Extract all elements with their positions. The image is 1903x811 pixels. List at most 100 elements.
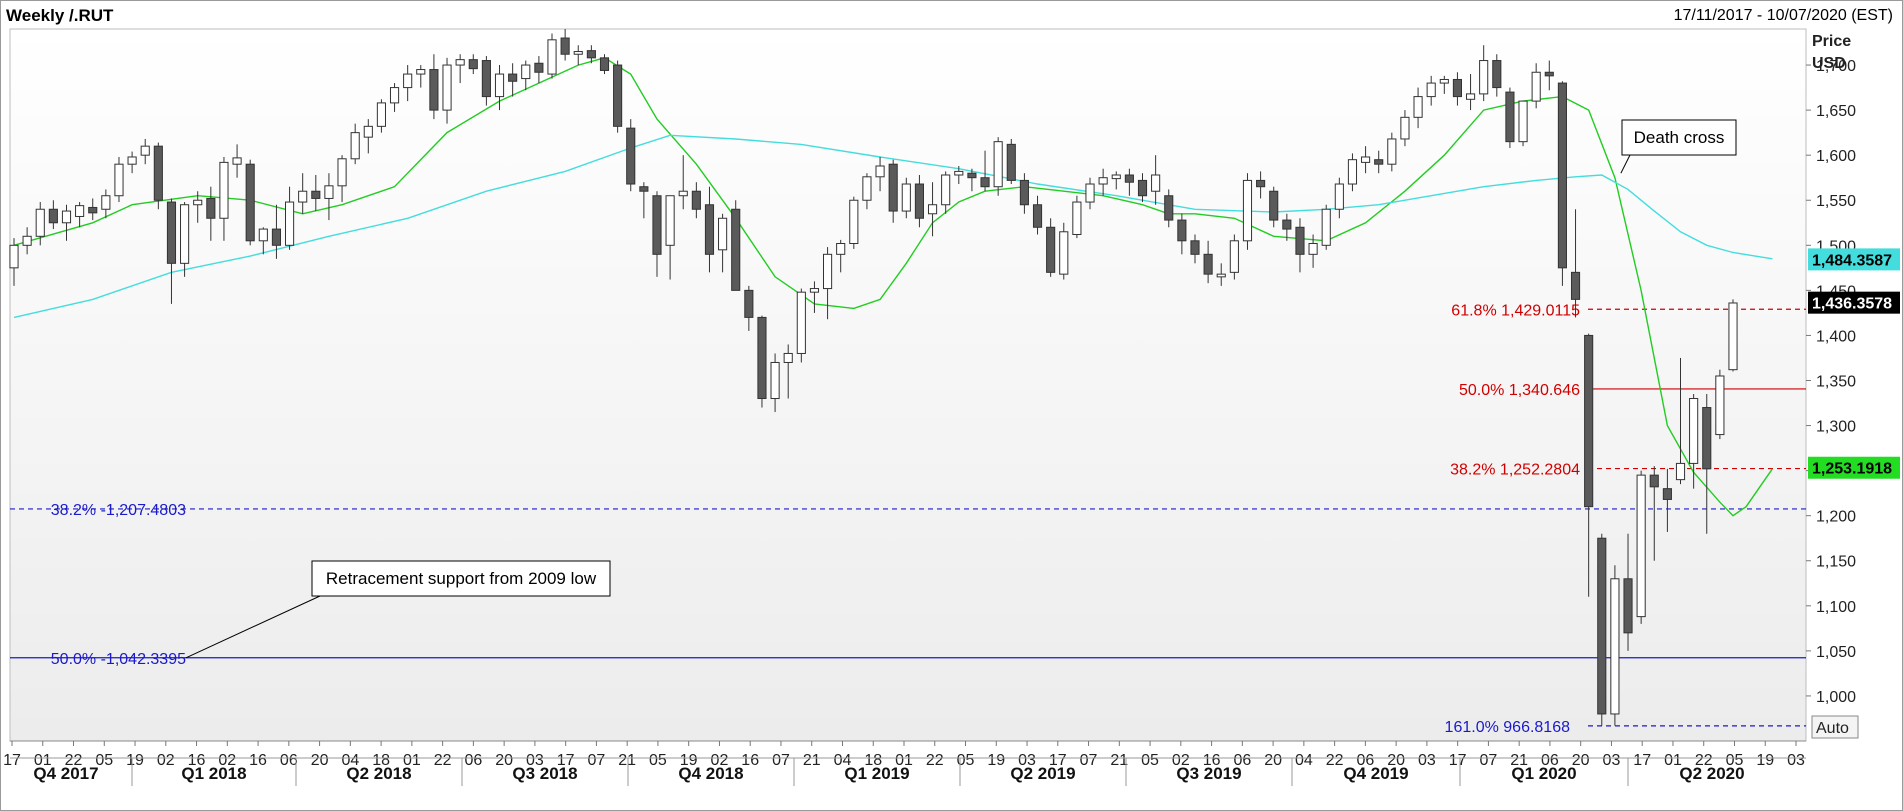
date-tick-label: 22 xyxy=(434,752,452,769)
candle-up xyxy=(363,125,373,138)
fib-level-value: 1,340.646 xyxy=(1509,382,1580,399)
candle-down xyxy=(271,228,282,246)
date-tick-label: 20 xyxy=(1387,752,1405,769)
candle-up xyxy=(1689,398,1699,464)
candle-up xyxy=(298,190,308,203)
date-tick-label: 16 xyxy=(249,752,267,769)
candle-up xyxy=(809,288,820,293)
candle-down xyxy=(245,163,255,242)
candle-up xyxy=(901,183,911,212)
fib-level-label: 38.2% 1,252.2804 xyxy=(1450,462,1580,479)
candle-down xyxy=(1623,578,1633,634)
price-tick-label: 1,100 xyxy=(1816,599,1856,616)
candle-down xyxy=(1164,195,1174,221)
candle-up xyxy=(573,51,583,55)
candle-down xyxy=(1019,179,1029,206)
date-tick-label: 22 xyxy=(926,752,944,769)
candle-down xyxy=(586,50,596,59)
date-tick-label: 06 xyxy=(1541,752,1559,769)
date-tick-label: 03 xyxy=(1603,752,1621,769)
date-tick-label: 17 xyxy=(1449,752,1467,769)
candle-down xyxy=(153,145,163,201)
price-axis-label: Price xyxy=(1812,33,1851,50)
candle-down xyxy=(888,163,898,212)
candle-up xyxy=(1242,179,1253,242)
date-tick-label: 16 xyxy=(188,752,206,769)
candle-down xyxy=(1597,537,1607,715)
price-axis-unit: USD xyxy=(1812,55,1846,72)
date-tick-label: 17 xyxy=(3,752,21,769)
candle-up xyxy=(442,64,452,111)
candle-down xyxy=(1190,240,1200,255)
chart-title: Weekly /.RUT xyxy=(6,6,114,25)
candle-up xyxy=(35,208,45,237)
candle-down xyxy=(1702,407,1712,470)
date-axis: 17 01 22 05 19 02 16 02 16 06 20 04 18 01 22 06 20 03 17 07… xyxy=(3,740,1806,786)
candle-up xyxy=(1518,100,1528,143)
fib-level-value: 1,429.0115 xyxy=(1501,302,1580,319)
price-tag xyxy=(1808,291,1900,314)
date-tick-label: 16 xyxy=(741,752,759,769)
candle-up xyxy=(1728,302,1738,371)
candle-up xyxy=(403,73,413,89)
date-tick-label: 01 xyxy=(1664,752,1682,769)
candle-down xyxy=(468,59,478,70)
date-tick-label: 01 xyxy=(403,752,421,769)
candle-up xyxy=(1334,183,1344,210)
candle-down xyxy=(508,73,518,82)
candle-up xyxy=(455,59,465,66)
candle-up xyxy=(376,102,386,127)
candle-up xyxy=(823,253,833,290)
quarter-label: Q1 2018 xyxy=(181,764,246,783)
candle-up xyxy=(127,156,137,165)
price-tags-layer: 1,484.3587 1,436.3578 1,253.1918 xyxy=(1808,248,1900,479)
candle-up xyxy=(232,157,242,165)
date-tick-label: 02 xyxy=(157,752,175,769)
price-tick-label: 1,400 xyxy=(1816,328,1856,345)
date-tick-label: 17 xyxy=(1049,752,1067,769)
date-tick-label: 03 xyxy=(1018,752,1036,769)
fib-level-value: 1,252.2804 xyxy=(1500,462,1580,479)
fib-level-label: 50.0% -1,042.3395 xyxy=(51,651,186,668)
price-tag xyxy=(1808,248,1900,271)
candle-up xyxy=(927,204,938,215)
candle-up xyxy=(1531,71,1541,102)
date-tick-label: 06 xyxy=(280,752,298,769)
fib-level-value: 966.8168 xyxy=(1503,719,1570,736)
date-tick-label: 05 xyxy=(1726,752,1744,769)
candle-down xyxy=(1269,190,1279,221)
date-range: 17/11/2017 - 10/07/2020 (EST) xyxy=(1673,7,1893,24)
plot-area[interactable] xyxy=(9,28,1807,742)
date-tick-label: 20 xyxy=(1572,752,1590,769)
candle-down xyxy=(639,186,649,192)
candle-up xyxy=(1321,208,1331,246)
candle-up xyxy=(219,161,229,219)
fib-level-label: 61.8% 1,429.0115 xyxy=(1451,302,1580,319)
candle-down xyxy=(1505,91,1515,143)
date-tick-label: 20 xyxy=(1264,752,1282,769)
candle-up xyxy=(1715,375,1725,436)
candle-up xyxy=(389,87,400,104)
candles-layer xyxy=(9,29,1738,726)
candle-down xyxy=(967,172,977,179)
fib-level-percent: 61.8% xyxy=(1451,302,1501,319)
date-tick-label: 17 xyxy=(557,752,575,769)
candle-up xyxy=(1675,462,1686,481)
auto-scale-button[interactable]: Auto xyxy=(1811,715,1859,739)
date-tick-label: 05 xyxy=(95,752,113,769)
price-tag-label: 1,436.3578 xyxy=(1812,296,1892,313)
price-tick-label: 1,150 xyxy=(1816,554,1856,571)
candle-down xyxy=(1557,82,1567,269)
candle-down xyxy=(1046,226,1056,273)
candle-down xyxy=(757,316,767,400)
candle-up xyxy=(284,201,295,246)
quarter-label: Q4 2019 xyxy=(1343,764,1408,783)
candle-up xyxy=(783,352,793,363)
date-tick-label: 20 xyxy=(311,752,329,769)
date-tick-label: 19 xyxy=(1756,752,1774,769)
candle-up xyxy=(1387,138,1397,165)
price-tick-label: 1,200 xyxy=(1816,509,1856,526)
candle-up xyxy=(1308,243,1318,255)
price-tick-label: 1,600 xyxy=(1816,148,1856,165)
candle-up xyxy=(1479,60,1489,95)
